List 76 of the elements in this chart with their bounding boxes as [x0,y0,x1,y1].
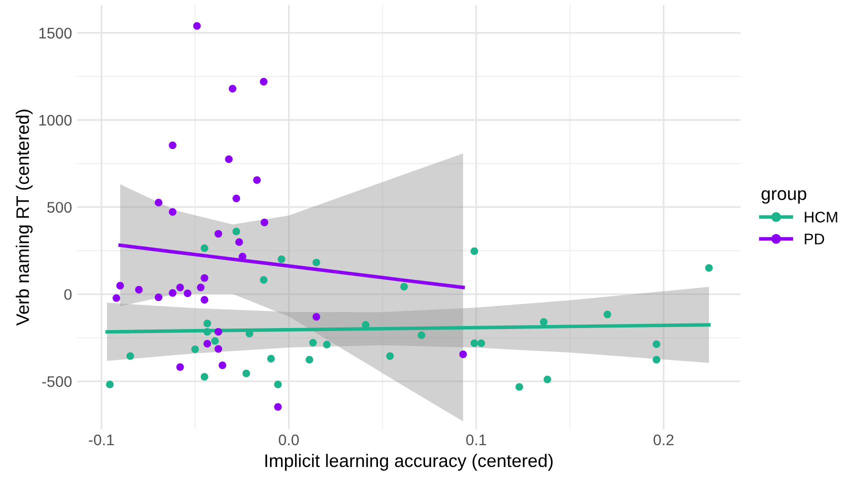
y-tick-label: 1000 [39,114,72,126]
point [278,255,286,263]
point [228,84,236,92]
point [516,383,524,391]
point [214,345,222,353]
point [274,403,282,411]
point [203,320,212,328]
x-axis-title: Implicit learning accuracy (centered) [265,454,553,471]
point [176,363,184,371]
point [242,370,250,378]
point [260,218,268,226]
point [386,352,394,360]
y-tick-label: -500 [42,376,72,387]
point [309,338,317,346]
point [232,228,240,236]
line-series [118,244,465,290]
point [200,274,208,282]
x-tick-label: 0.2 [654,434,674,446]
x-tick-label: -0.1 [88,434,114,446]
point [400,282,408,291]
point [168,141,176,150]
point [154,198,162,206]
point [418,331,426,339]
point [184,290,192,298]
point [126,352,134,360]
point [214,230,222,238]
x-tick-label: 0.0 [278,434,299,446]
point [214,328,222,336]
point [459,350,467,358]
y-tick-label: 1500 [39,28,72,39]
point [116,282,124,290]
point [200,296,208,304]
point [652,340,660,348]
point [470,247,478,255]
point [235,238,243,246]
y-tick-label: 0 [64,289,72,300]
point [323,340,331,348]
legend-label: PD [804,234,824,244]
point [540,318,548,326]
point [135,286,143,294]
point [604,310,612,318]
point [112,294,120,302]
point [191,345,199,354]
legend-label: HCM [804,212,838,223]
point [274,380,282,388]
point [203,340,212,348]
point [200,244,208,252]
point [253,176,261,184]
point [705,264,713,272]
point [196,284,205,292]
point [260,276,268,284]
point [312,313,320,321]
point [154,294,162,302]
point [200,372,208,381]
point [168,289,176,297]
point [470,339,478,347]
point [652,356,660,364]
x-tick-label: 0.1 [466,434,486,446]
point [225,155,233,163]
point [193,22,201,30]
point [306,356,314,364]
point [232,194,240,202]
point [176,284,184,292]
point [544,376,552,384]
point [168,208,176,216]
point [203,328,212,336]
y-tick-label: 500 [47,202,72,213]
point [477,339,486,347]
point [312,258,320,266]
legend-title: group [762,190,806,204]
point [267,354,275,362]
point [218,361,226,370]
point [260,78,268,86]
point [211,337,219,345]
point [106,380,114,388]
y-axis-title: Verb naming RT (centered) [16,110,33,326]
